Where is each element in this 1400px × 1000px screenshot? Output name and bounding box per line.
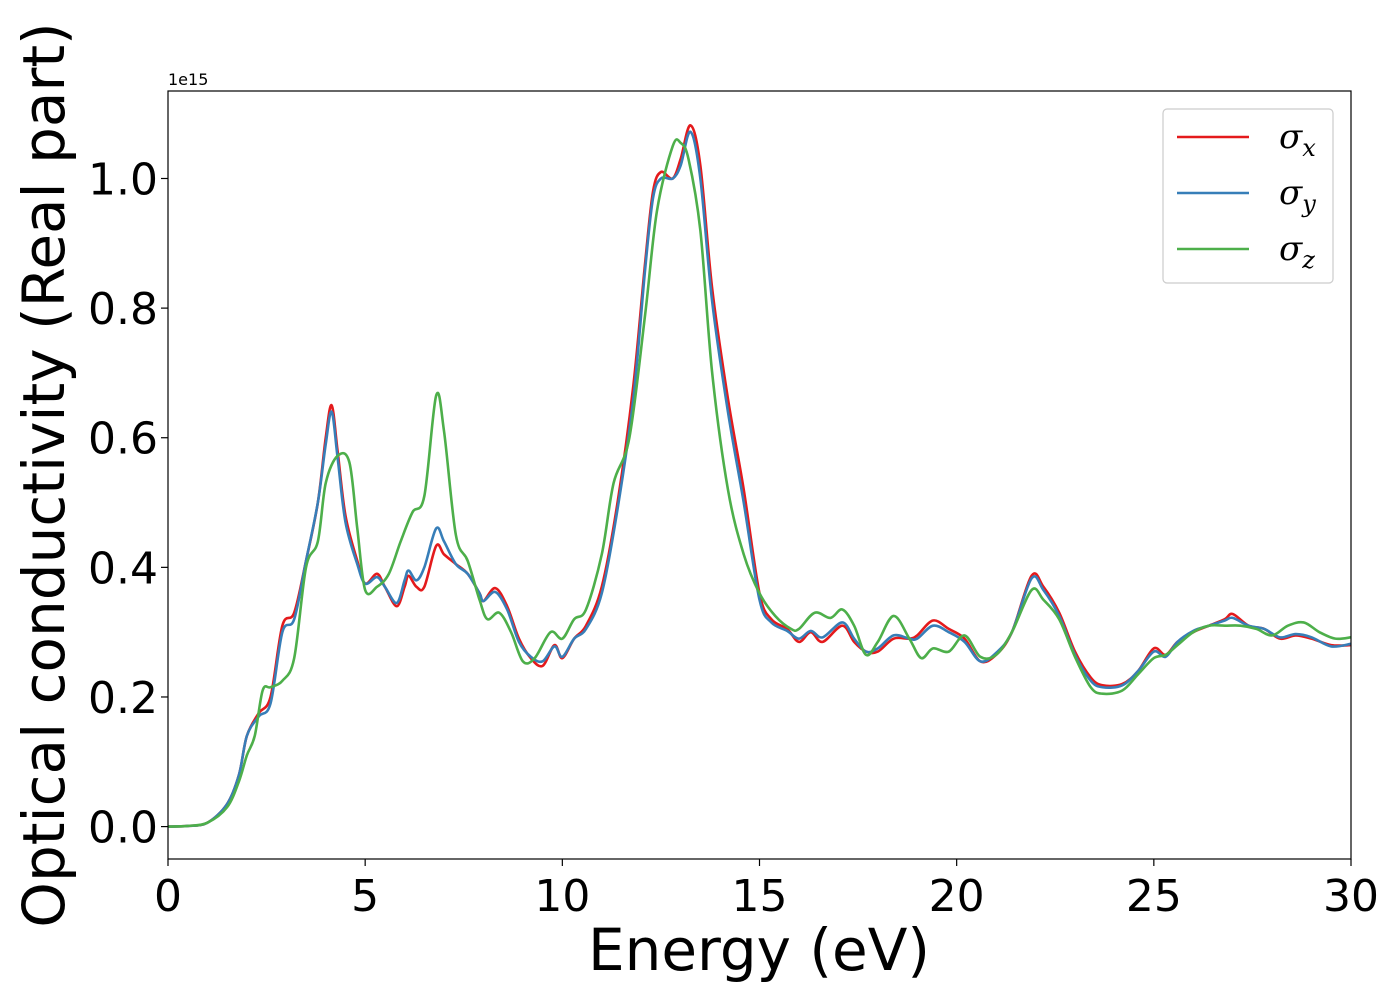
y-axis-label: Optical conductivity (Real part)	[10, 22, 78, 927]
legend-label-z: σz	[1279, 229, 1315, 274]
series-layer	[167, 124, 1352, 828]
x-tick-label: 15	[732, 871, 788, 922]
series-line-y	[167, 130, 1352, 828]
y-offset-label: 1e15	[168, 70, 208, 89]
x-tick-label: 10	[534, 871, 590, 922]
x-axis-label: Energy (eV)	[588, 916, 930, 984]
legend: σx σy σz	[1162, 108, 1334, 284]
y-tick-label: 0.0	[88, 803, 158, 854]
x-tick-label: 5	[351, 871, 379, 922]
y-tick-label: 1.0	[88, 154, 158, 205]
legend-label-y: σy	[1279, 173, 1316, 218]
plot-background	[168, 91, 1351, 859]
y-axis-ticks: 0.0 0.2 0.4 0.6 0.8 1.0	[88, 154, 168, 854]
y-tick-label: 0.2	[88, 673, 158, 724]
legend-box	[1162, 108, 1334, 284]
legend-label-x: σx	[1279, 117, 1316, 162]
y-tick-label: 0.8	[88, 284, 158, 335]
series-line-z	[167, 138, 1352, 828]
y-tick-label: 0.4	[88, 543, 158, 594]
y-tick-label: 0.6	[88, 414, 158, 465]
x-tick-label: 0	[154, 871, 182, 922]
x-axis-ticks: 0 5 10 15 20 25 30	[154, 859, 1379, 922]
x-tick-label: 20	[929, 871, 985, 922]
x-tick-label: 25	[1126, 871, 1182, 922]
x-tick-label: 30	[1323, 871, 1379, 922]
